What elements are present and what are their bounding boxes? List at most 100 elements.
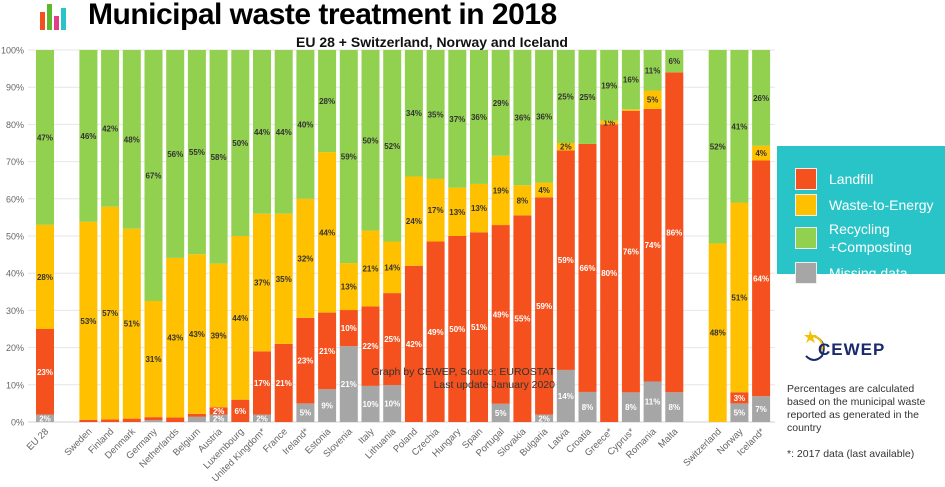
bar-segment [448, 50, 467, 188]
data-label: 57% [102, 309, 118, 318]
data-label: 40% [297, 120, 313, 129]
data-label: 86% [666, 228, 682, 237]
title-chart-icon [61, 8, 66, 30]
data-label: 14% [384, 263, 400, 272]
data-label: 28% [319, 97, 335, 106]
bar-segment [578, 50, 597, 144]
data-label: 24% [406, 217, 422, 226]
bar-segment [209, 50, 228, 264]
legend-item-missing: Missing data [795, 262, 908, 284]
data-label: 37% [254, 279, 270, 288]
x-tick-label: Sweden [62, 426, 94, 458]
credit-line-2: Last update January 2020 [433, 379, 555, 391]
data-label: 56% [167, 150, 183, 159]
data-label: 13% [471, 204, 487, 213]
bar-segment [79, 419, 98, 422]
legend-label: Missing data [829, 265, 908, 281]
data-label: 2% [213, 407, 225, 416]
bar-segment [513, 215, 532, 422]
bar-segment [621, 50, 640, 110]
bar-segment [535, 182, 554, 198]
bar-segment [339, 310, 358, 347]
data-label: 21% [319, 347, 335, 356]
data-label: 58% [211, 153, 227, 162]
legend-label: Recycling +Composting [829, 221, 912, 255]
data-label: 25% [384, 335, 400, 344]
data-label: 1% [603, 119, 615, 128]
bar-segment [730, 50, 749, 203]
bar-segment [621, 109, 640, 111]
data-label: 32% [297, 254, 313, 263]
bar-segment [383, 385, 402, 422]
bar-segment [752, 145, 771, 161]
y-tick-label: 70% [6, 157, 24, 167]
bar-segment [296, 403, 315, 422]
data-label: 47% [37, 133, 53, 142]
data-label: 42% [102, 124, 118, 133]
x-tick-label: Malta [656, 426, 681, 451]
data-label: 23% [37, 368, 53, 377]
data-label: 26% [753, 94, 769, 103]
data-label: 44% [232, 314, 248, 323]
bar-segment [166, 257, 185, 418]
data-label: 67% [145, 171, 161, 180]
bar-segment [144, 420, 163, 422]
data-label: 80% [601, 269, 617, 278]
data-label: 6% [669, 57, 681, 66]
data-label: 2% [256, 414, 268, 423]
bar-segment [253, 213, 271, 352]
data-label: 2% [39, 414, 51, 423]
data-label: 2% [213, 414, 225, 423]
bar-segment [665, 72, 684, 393]
y-tick-label: 0% [11, 418, 24, 428]
bar-segment [491, 403, 510, 422]
bar-segment [556, 369, 575, 422]
bar-segment [752, 396, 771, 422]
bar-segment [470, 232, 488, 422]
data-label: 13% [341, 283, 357, 292]
data-label: 74% [645, 241, 661, 250]
bar-segment [470, 183, 488, 233]
legend-swatch [795, 168, 817, 190]
bar-segment [600, 50, 619, 121]
data-label: 9% [321, 402, 333, 411]
bar-segment [643, 381, 662, 422]
data-label: 44% [319, 228, 335, 237]
data-label: 3% [734, 394, 746, 403]
data-label: 5% [495, 409, 507, 418]
data-label: 6% [235, 407, 247, 416]
y-tick-label: 20% [6, 343, 24, 353]
data-label: 22% [362, 342, 378, 351]
data-label: 35% [428, 110, 444, 119]
data-label: 11% [645, 398, 661, 407]
legend: Landfill Waste-to-Energy Recycling +Comp… [777, 146, 945, 284]
bar-segment [231, 50, 250, 236]
bar-segment [426, 50, 445, 179]
data-label: 36% [514, 114, 530, 123]
bar-segment [383, 241, 402, 294]
bar-segment [144, 300, 163, 418]
data-label: 17% [254, 379, 270, 388]
legend-label: Waste-to-Energy [829, 197, 934, 213]
data-label: 51% [731, 293, 747, 302]
bar-segment [274, 343, 293, 422]
bar-segment [404, 176, 423, 266]
data-label: 8% [517, 196, 529, 205]
data-label: 31% [145, 355, 161, 364]
y-tick-label: 30% [6, 306, 24, 316]
data-label: 50% [449, 325, 465, 334]
data-label: 59% [558, 256, 574, 265]
bar-segment [144, 50, 163, 301]
y-tick-label: 40% [6, 269, 24, 279]
bar-segment [556, 50, 575, 143]
data-label: 36% [536, 112, 552, 121]
data-label: 19% [601, 81, 617, 90]
title-chart-icon [54, 16, 59, 30]
data-label: 5% [300, 409, 312, 418]
bar-segment [231, 399, 250, 422]
data-label: 21% [341, 380, 357, 389]
title-chart-icon [47, 4, 52, 30]
data-label: 48% [710, 329, 726, 338]
data-label: 14% [558, 392, 574, 401]
